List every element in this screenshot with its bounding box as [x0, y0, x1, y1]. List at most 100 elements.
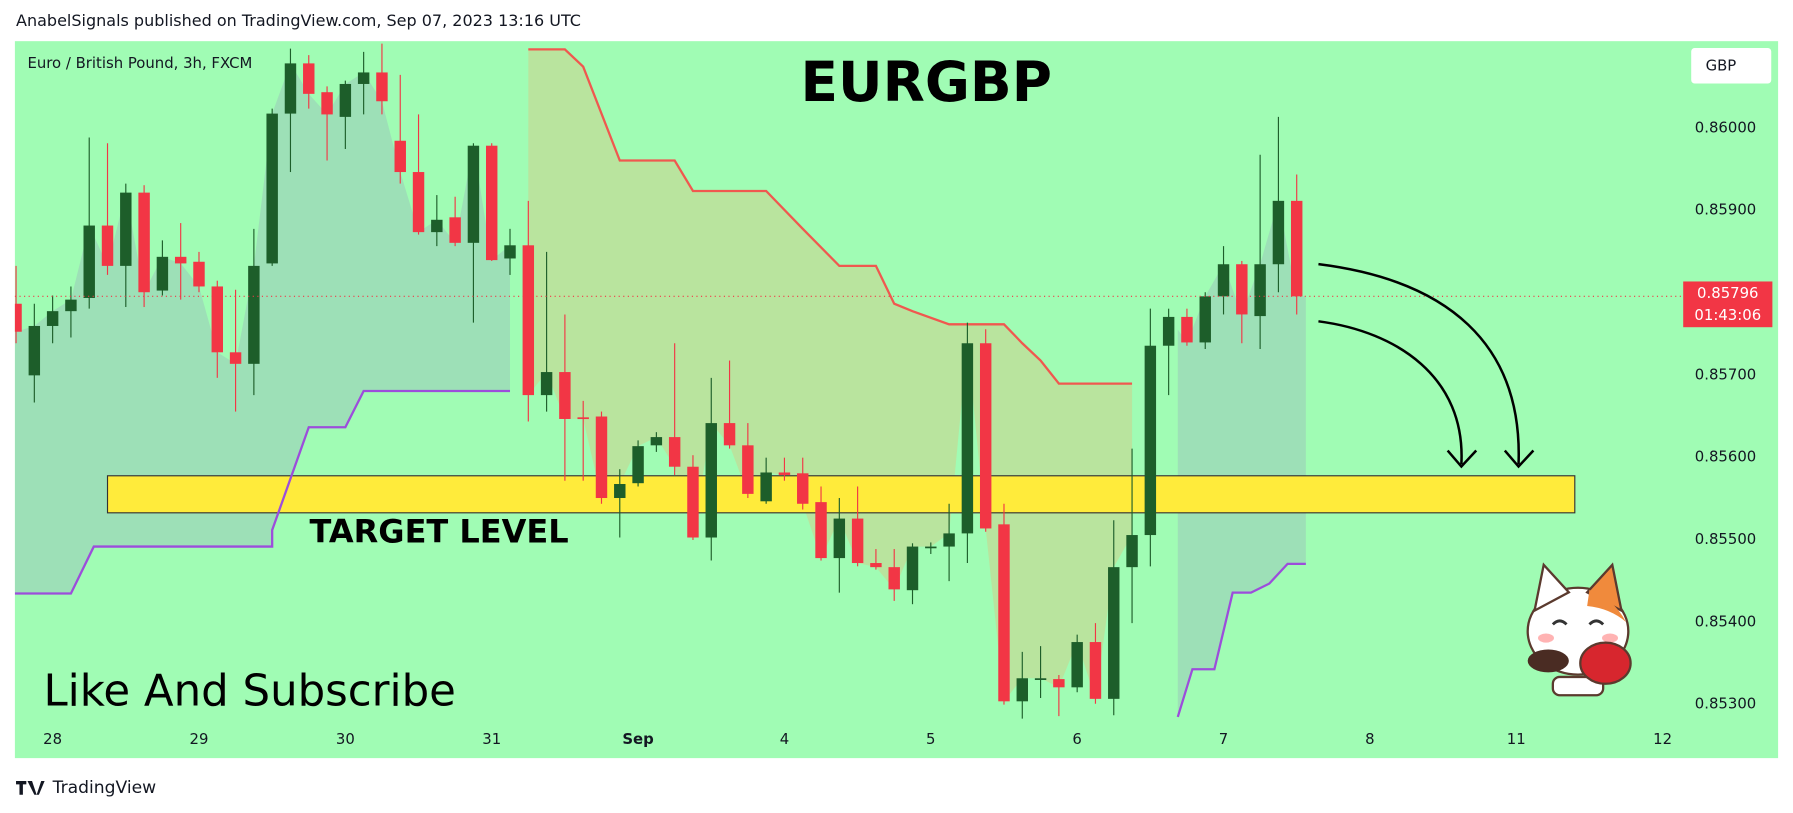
candle-body — [101, 225, 114, 266]
candle-body — [229, 352, 242, 364]
candle-body — [595, 416, 608, 499]
candle-body — [1126, 535, 1138, 568]
candle-body — [723, 423, 736, 446]
x-tick-label: 7 — [1219, 730, 1228, 748]
publisher-line: AnabelSignals published on TradingView.c… — [16, 11, 581, 30]
candle-body — [778, 472, 791, 475]
candle-body — [1199, 296, 1211, 343]
candle-body — [284, 63, 297, 114]
arrow-head — [1446, 449, 1478, 469]
symbol-label: Euro / British Pound, 3h, FXCM — [27, 54, 252, 72]
candle-body — [65, 299, 77, 312]
y-tick-label: 0.85700 — [1695, 365, 1756, 383]
candle-body — [833, 518, 846, 559]
x-tick-label: 31 — [482, 730, 501, 748]
candle-body — [851, 518, 864, 564]
candle-body — [248, 265, 260, 364]
arrows — [1318, 262, 1535, 469]
trend-line — [528, 48, 1133, 385]
y-tick-label: 0.85500 — [1695, 530, 1756, 548]
candle-body — [1236, 264, 1248, 315]
candle-body — [1290, 200, 1303, 297]
candle-body — [650, 437, 663, 446]
candle-body — [925, 546, 937, 549]
candle-body — [522, 245, 535, 396]
arrow-head — [1503, 449, 1535, 469]
candle-body — [888, 567, 900, 590]
x-tick-label: 11 — [1507, 730, 1526, 748]
candle-body — [303, 63, 315, 94]
candle-body — [46, 311, 59, 326]
candle-body — [504, 245, 516, 259]
candle-body — [742, 445, 754, 494]
candle-body — [1108, 567, 1120, 699]
candle-body — [339, 83, 352, 117]
candle-body — [174, 256, 187, 264]
currency-box — [1691, 48, 1772, 84]
last-price-label: 0.85796 — [1697, 284, 1758, 302]
axes: 0.86000 0.85900 0.85700 0.85600 0.85500 0.854… — [14, 118, 1773, 748]
target-zone-group: TARGET LEVEL — [106, 475, 1576, 550]
candle-body — [1217, 264, 1230, 297]
footer-brand: TradingView — [52, 778, 157, 798]
target-zone-label: TARGET LEVEL — [310, 512, 569, 550]
trend-line — [14, 389, 511, 595]
chart-title: EURGBP — [801, 50, 1052, 114]
candle-body — [559, 372, 571, 419]
candle-body — [321, 92, 333, 115]
y-tick-label: 0.86000 — [1695, 118, 1756, 136]
y-tick-label: 0.85400 — [1695, 612, 1756, 630]
candle-body — [1089, 642, 1102, 699]
candle-body — [1254, 264, 1266, 317]
candle-body — [668, 437, 681, 467]
candle-body — [998, 524, 1010, 702]
x-tick-label: 4 — [780, 730, 789, 748]
x-tick-label: 5 — [926, 730, 935, 748]
candle-body — [211, 286, 224, 353]
candle-body — [1272, 200, 1285, 265]
candle-body — [1144, 345, 1157, 536]
candle-body — [83, 225, 95, 298]
trend-fill — [14, 63, 511, 594]
candle-body — [760, 472, 772, 502]
trend-lines — [14, 48, 1306, 718]
plot-background — [14, 41, 1779, 759]
candle-body — [266, 113, 278, 264]
annotation: Like And Subscribe — [43, 667, 455, 717]
currency-label: GBP — [1706, 56, 1737, 74]
candle-body — [467, 145, 480, 243]
candle-body — [1034, 678, 1047, 680]
candle-body — [540, 372, 553, 396]
candle-body — [961, 343, 974, 534]
candle-body — [797, 473, 809, 504]
candles — [14, 43, 1303, 719]
candle-body — [14, 303, 22, 332]
candle-body — [577, 417, 589, 420]
candle-body — [906, 546, 919, 591]
candle-body — [1181, 316, 1193, 343]
candle-body — [614, 484, 626, 499]
countdown-label: 01:43:06 — [1694, 306, 1761, 324]
y-tick-label: 0.85600 — [1695, 448, 1756, 466]
x-tick-label: Sep — [622, 730, 653, 748]
candle-body — [632, 446, 644, 484]
x-tick-label: 28 — [43, 730, 62, 748]
arrow — [1318, 262, 1520, 465]
candle-body — [1071, 642, 1083, 688]
x-tick-label: 8 — [1365, 730, 1374, 748]
candle-body — [943, 533, 955, 547]
x-tick-label: 30 — [336, 730, 355, 748]
candle-body — [687, 466, 699, 538]
candle-body — [705, 423, 717, 538]
x-tick-label: 29 — [190, 730, 209, 748]
candle-body — [412, 172, 425, 233]
candle-body — [193, 261, 205, 287]
candle-body — [485, 145, 498, 261]
candle-body — [394, 140, 406, 173]
candle-body — [1053, 679, 1065, 688]
arrow — [1318, 320, 1463, 465]
trend-fill — [528, 49, 1133, 702]
cat-sticker — [1526, 562, 1632, 697]
